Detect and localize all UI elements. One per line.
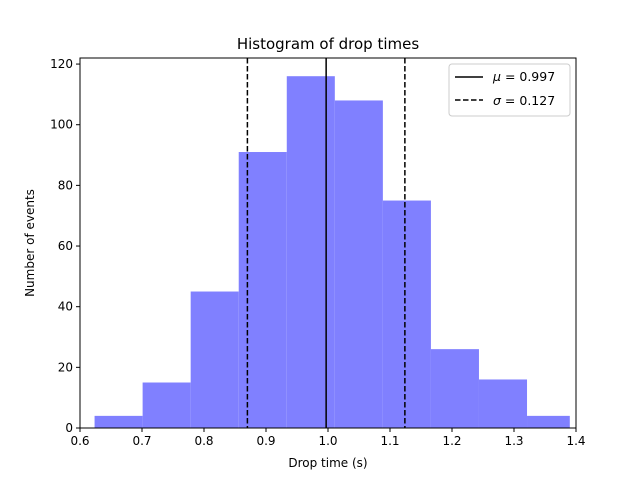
histogram-bar <box>430 349 479 428</box>
histogram-bar <box>94 415 143 428</box>
legend: μ = 0.997 σ = 0.127 <box>448 63 571 117</box>
x-tick-label: 1.2 <box>442 434 461 448</box>
y-tick-label: 120 <box>50 57 73 71</box>
x-tick-label: 0.6 <box>70 434 89 448</box>
chart-title: Histogram of drop times <box>237 35 420 53</box>
y-axis-ticks: 0 20 40 60 80 100 120 <box>50 57 80 435</box>
histogram-bar <box>382 200 431 428</box>
histogram-bar <box>238 152 287 428</box>
y-tick-label: 40 <box>58 300 73 314</box>
x-tick-label: 0.9 <box>256 434 275 448</box>
histogram-bar <box>190 291 239 428</box>
y-tick-label: 60 <box>58 239 73 253</box>
histogram-bar <box>527 415 570 428</box>
legend-mean-label: μ = 0.997 <box>492 69 555 84</box>
y-axis-label: Number of events <box>23 189 37 297</box>
histogram-bar <box>334 100 383 428</box>
x-tick-label: 0.7 <box>132 434 151 448</box>
y-tick-label: 80 <box>58 178 73 192</box>
x-axis-label: Drop time (s) <box>288 456 367 470</box>
x-tick-label: 0.8 <box>194 434 213 448</box>
x-tick-label: 1.3 <box>504 434 523 448</box>
statistic-lines <box>246 58 406 428</box>
legend-sigma-label: σ = 0.127 <box>493 93 555 108</box>
histogram-bars <box>94 76 570 429</box>
x-axis-ticks: 0.6 0.7 0.8 0.9 1.0 1.1 1.2 1.3 1.4 <box>70 428 586 448</box>
x-tick-label: 1.4 <box>566 434 585 448</box>
y-tick-label: 20 <box>58 360 73 374</box>
histogram-bar <box>142 382 191 428</box>
y-tick-label: 0 <box>65 421 73 435</box>
x-tick-label: 1.1 <box>380 434 399 448</box>
histogram-bar <box>286 76 335 429</box>
x-tick-label: 1.0 <box>318 434 337 448</box>
y-tick-label: 100 <box>50 118 73 132</box>
histogram-bar <box>478 379 528 428</box>
